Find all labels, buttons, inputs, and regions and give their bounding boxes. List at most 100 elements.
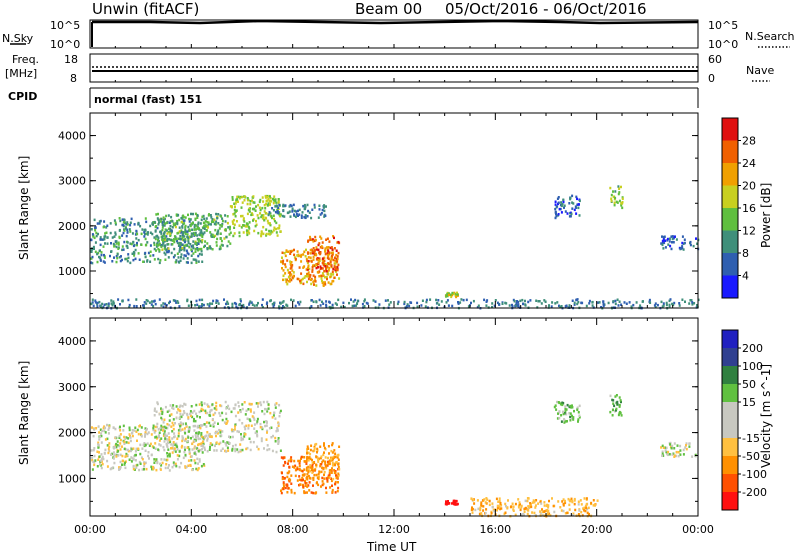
echo-cell: [476, 499, 479, 502]
echo-cell: [602, 302, 605, 306]
echo-cell: [335, 253, 338, 257]
echo-cell: [143, 231, 146, 234]
echo-cell: [235, 199, 238, 203]
echo-cell: [555, 408, 558, 411]
echo-cell: [136, 232, 139, 236]
echo-cell: [244, 427, 247, 431]
echo-cell: [99, 256, 102, 259]
echo-cell: [310, 216, 313, 220]
echo-cell: [308, 489, 311, 492]
echo-cell: [197, 222, 200, 226]
echo-cell: [177, 231, 180, 235]
echo-cell: [157, 223, 160, 226]
echo-cell: [306, 491, 308, 494]
echo-cell: [618, 300, 621, 303]
echo-cell: [191, 411, 194, 414]
echo-cell: [182, 410, 185, 413]
echo-cell: [194, 241, 197, 245]
echo-cell: [323, 215, 326, 218]
echo-cell: [547, 506, 550, 509]
echo-cell: [245, 222, 248, 225]
echo-cell: [210, 408, 213, 412]
echo-cell: [190, 222, 193, 225]
echo-cell: [206, 439, 209, 442]
echo-cell: [122, 248, 125, 251]
echo-cell: [189, 218, 192, 221]
echo-cell: [327, 456, 329, 460]
colorbar-tick-label: 50: [742, 378, 756, 391]
echo-cell: [232, 218, 235, 222]
echo-cell: [188, 450, 191, 454]
echo-cell: [264, 407, 266, 411]
echo-cell: [602, 300, 605, 303]
echo-cell: [323, 470, 326, 474]
echo-cell: [311, 270, 314, 273]
echo-cell: [184, 254, 187, 258]
echo-cell: [318, 475, 320, 479]
echo-cell: [96, 465, 99, 468]
echo-cell: [550, 305, 553, 308]
echo-cell: [305, 248, 307, 252]
echo-cell: [93, 218, 96, 222]
echo-cell: [310, 278, 312, 282]
echo-cell: [337, 481, 339, 484]
echo-cell: [91, 248, 94, 251]
echo-cell: [253, 201, 256, 204]
echo-cell: [312, 476, 315, 480]
echo-cell: [576, 406, 579, 409]
echo-cell: [121, 218, 124, 221]
echo-cell: [114, 233, 117, 236]
echo-cell: [322, 453, 325, 457]
echo-cell: [184, 244, 187, 247]
echo-cell: [141, 458, 144, 461]
echo-cell: [559, 506, 562, 509]
echo-cell: [576, 203, 579, 206]
echo-cell: [616, 403, 619, 406]
echo-cell: [661, 239, 664, 243]
echo-cell: [184, 439, 186, 442]
echo-cell: [194, 439, 197, 442]
echo-cell: [482, 509, 485, 512]
echo-cell: [449, 293, 452, 296]
echo-cell: [306, 274, 309, 278]
echo-cell: [445, 301, 448, 304]
echo-cell: [110, 453, 112, 456]
echo-cell: [126, 221, 129, 224]
echo-cell: [167, 256, 170, 259]
echo-cell: [140, 243, 143, 246]
echo-cell: [222, 440, 225, 443]
echo-cell: [247, 229, 250, 233]
echo-cell: [293, 459, 296, 463]
echo-cell: [159, 230, 162, 234]
echo-cell: [326, 460, 329, 464]
echo-cell: [248, 210, 251, 213]
echo-cell: [277, 437, 280, 440]
echo-cell: [99, 238, 102, 241]
echo-cell: [286, 211, 289, 215]
echo-cell: [290, 482, 293, 485]
echo-cell: [103, 261, 106, 264]
echo-cell: [567, 497, 570, 501]
echo-cell: [106, 242, 109, 245]
echo-cell: [281, 267, 283, 270]
echo-cell: [332, 477, 335, 481]
echo-cell: [247, 208, 250, 212]
echo-cell: [178, 423, 181, 426]
echo-cell: [558, 416, 561, 420]
echo-cell: [269, 197, 272, 200]
echo-cell: [515, 302, 518, 305]
echo-cell: [572, 202, 575, 205]
echo-cell: [113, 256, 115, 259]
echo-cell: [198, 458, 201, 461]
echo-region: [609, 185, 624, 210]
echo-cell: [324, 456, 327, 459]
echo-cell: [194, 247, 197, 251]
echo-cell: [485, 497, 488, 500]
echo-cell: [284, 272, 287, 275]
echo-cell: [168, 464, 170, 467]
echo-cell: [186, 412, 189, 416]
echo-cell: [325, 305, 328, 308]
echo-cell: [157, 212, 159, 216]
echo-cell: [145, 299, 148, 302]
echo-cell: [177, 213, 180, 217]
